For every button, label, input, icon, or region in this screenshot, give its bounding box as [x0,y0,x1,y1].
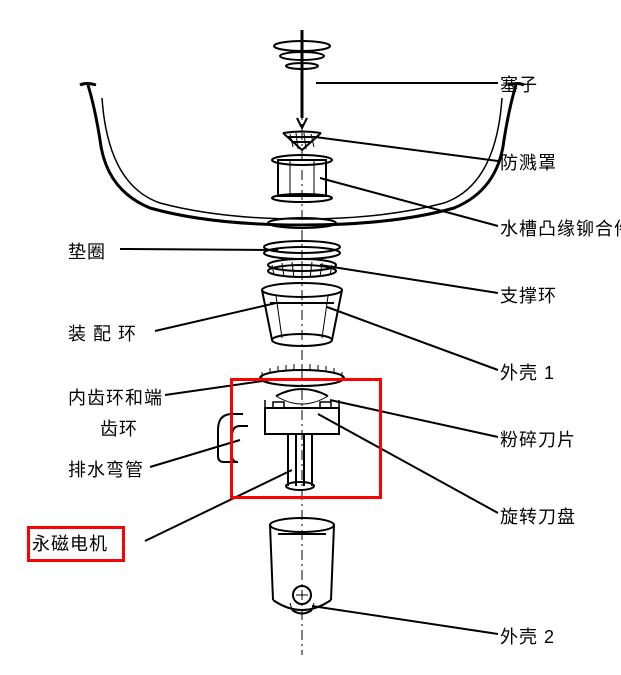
label-splash-guard: 防溅罩 [500,149,557,175]
highlight-motor-assembly [230,378,382,499]
diagram-stage: 塞子 防溅罩 水槽凸缘铆合件 支撑环 外壳 1 粉碎刀片 旋转刀盘 外壳 2 垫… [0,0,621,675]
label-pm-motor: 永磁电机 [32,530,108,556]
label-ring-gear-2: 齿环 [100,415,138,441]
label-drain-elbow: 排水弯管 [68,456,144,482]
label-plug: 塞子 [500,71,538,97]
label-gasket: 垫圈 [68,238,106,264]
label-shell2: 外壳 2 [500,623,555,649]
label-sink-flange: 水槽凸缘铆合件 [500,215,621,241]
label-rotor-disc: 旋转刀盘 [500,503,576,529]
label-support-ring: 支撑环 [500,282,557,308]
label-shell1: 外壳 1 [500,359,555,385]
label-crush-blade: 粉碎刀片 [500,426,576,452]
label-mount-ring: 装 配 环 [68,320,137,346]
label-ring-gear: 内齿环和端 [68,384,163,410]
